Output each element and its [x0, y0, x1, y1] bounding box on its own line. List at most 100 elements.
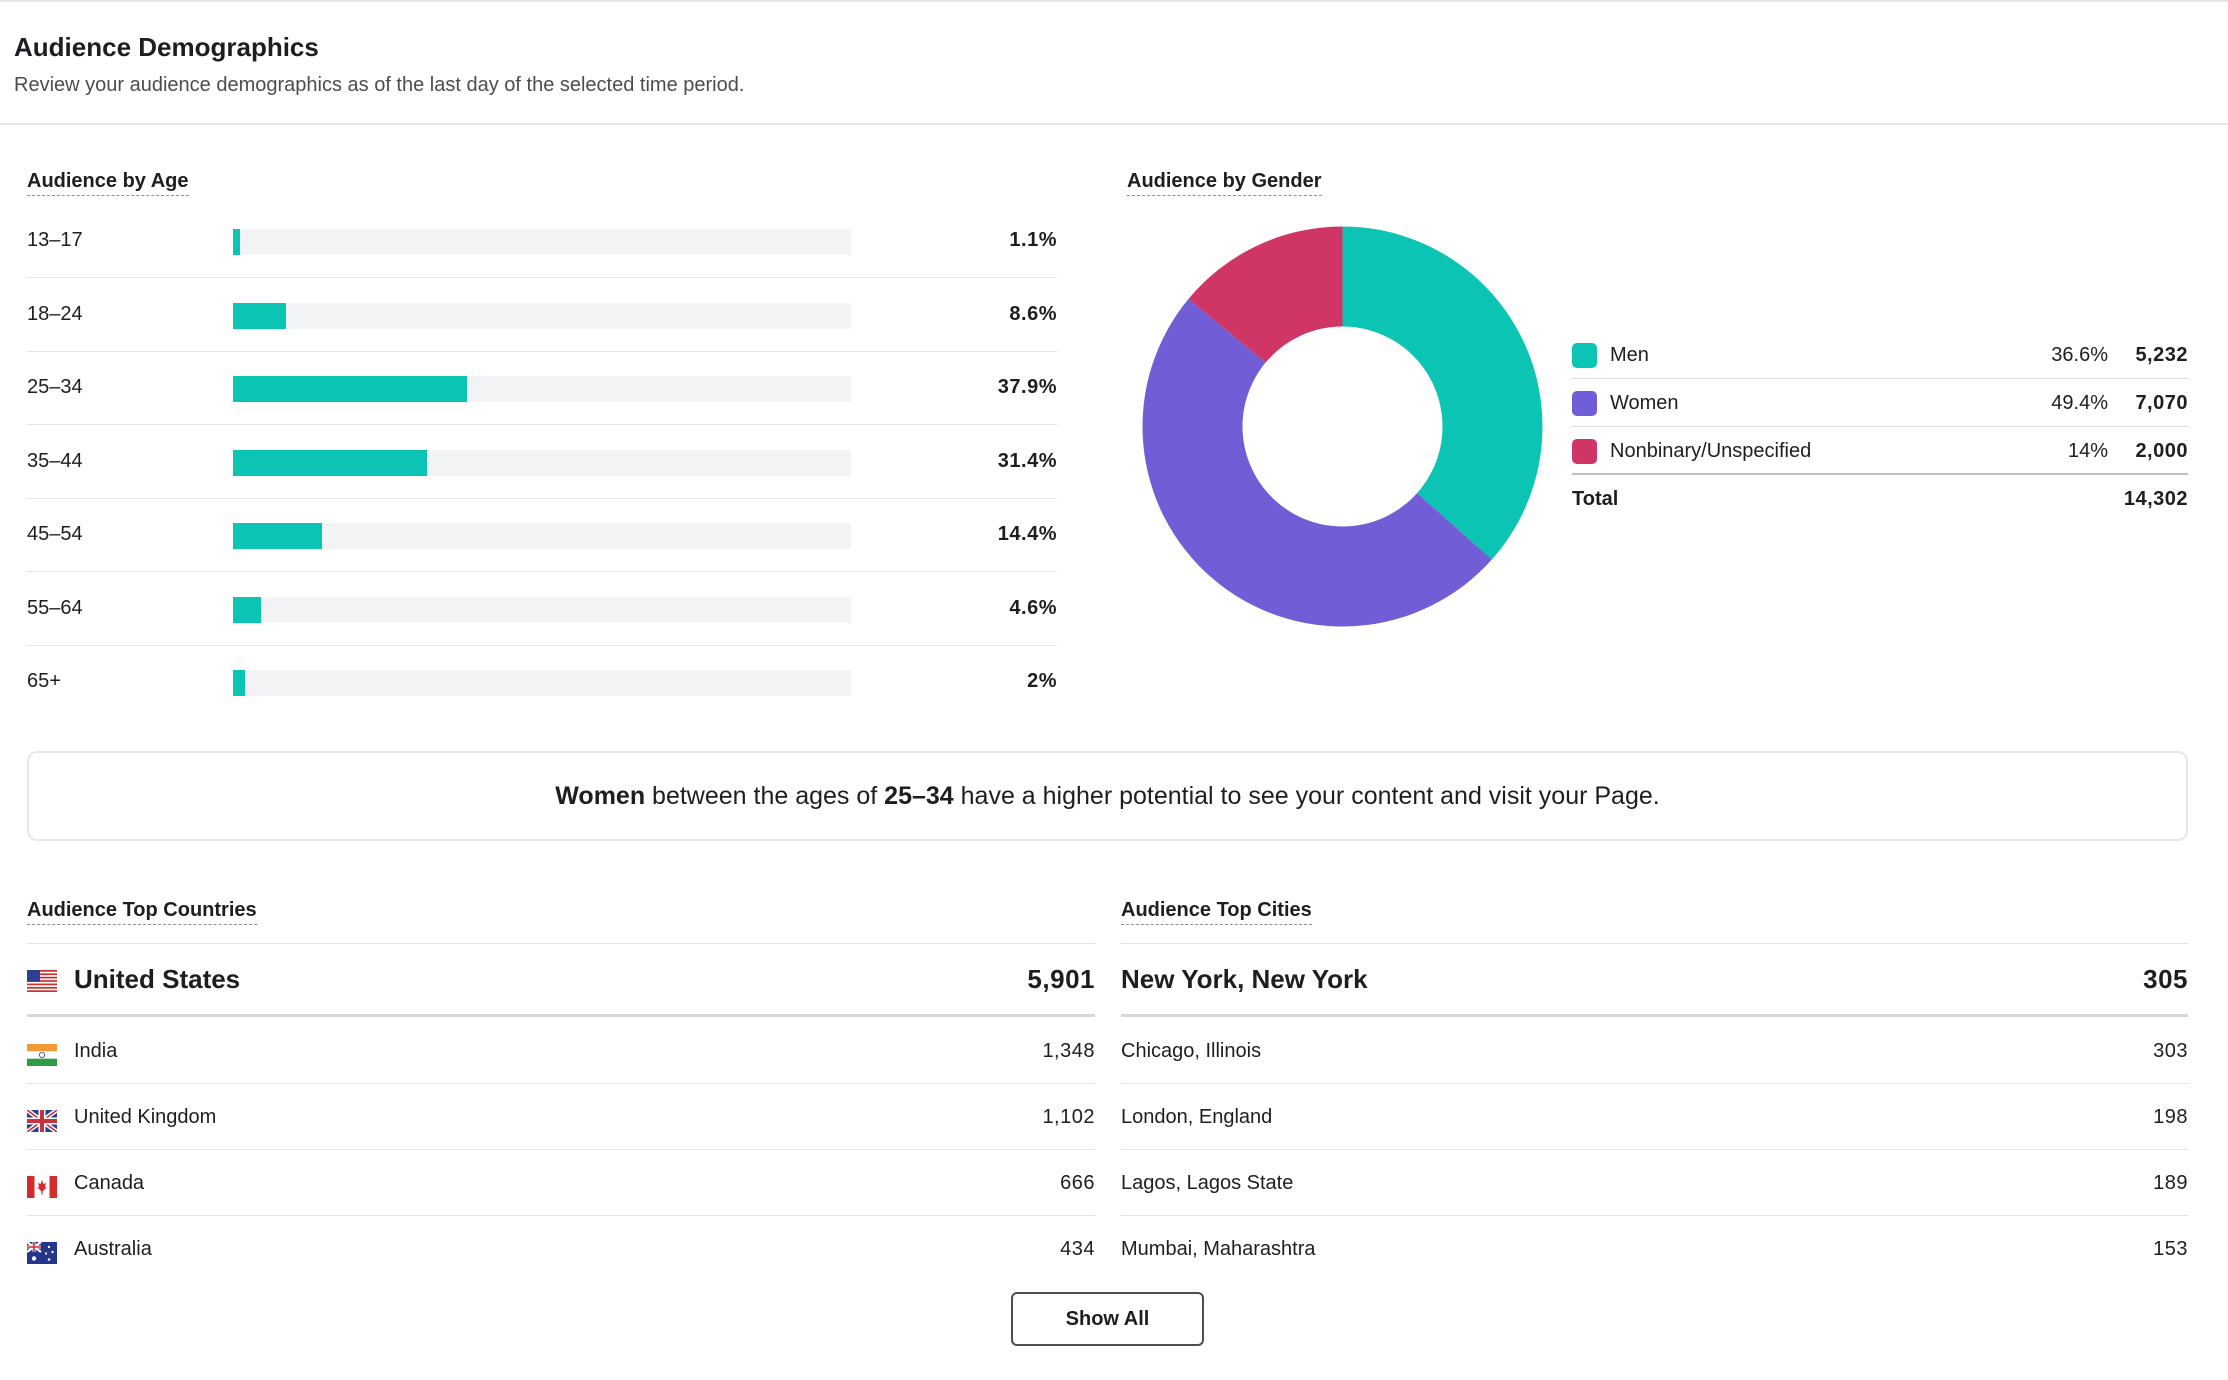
age-row: 13–17 1.1%: [27, 205, 1057, 278]
age-row: 25–34 37.9%: [27, 352, 1057, 425]
legend-swatch: [1572, 439, 1597, 464]
list-item: United Kingdom 1,102: [27, 1084, 1095, 1150]
list-item-name: Lagos, Lagos State: [1121, 1172, 1294, 1194]
legend-count: 5,232: [2135, 344, 2188, 366]
legend-percent: 14%: [2067, 440, 2108, 462]
list-item: Lagos, Lagos State 189: [1121, 1150, 2188, 1216]
list-item: India 1,348: [27, 1018, 1095, 1084]
list-item-name: Canada: [74, 1172, 145, 1194]
gender-legend-item: Men 36.6% 5,232: [1572, 331, 2188, 379]
age-row: 45–54 14.4%: [27, 499, 1057, 572]
list-item-name: Mumbai, Maharashtra: [1121, 1238, 1316, 1260]
list-item-count: 434: [1060, 1238, 1095, 1260]
donut-slice-nonbinary-unspecified: [1188, 226, 1343, 363]
age-row: 18–24 8.6%: [27, 279, 1057, 352]
age-label: 55–64: [27, 596, 83, 619]
list-item: Chicago, Illinois 303: [1121, 1018, 2188, 1084]
insight-middle: between the ages of: [645, 782, 885, 810]
age-bar-fill: [233, 670, 246, 696]
legend-count: 7,070: [2135, 392, 2188, 414]
donut-slice-men: [1342, 226, 1543, 560]
list-item-count: 305: [2143, 964, 2188, 994]
insight-gender: Women: [555, 782, 646, 810]
gender-legend-item: Nonbinary/Unspecified 14% 2,000: [1572, 427, 2188, 475]
cities-divider: [1121, 943, 2188, 944]
list-item-count: 5,901: [1027, 964, 1095, 994]
legend-label: Nonbinary/Unspecified: [1610, 440, 1812, 462]
age-value: 1.1%: [1009, 229, 1057, 251]
age-bar-fill: [233, 523, 322, 549]
legend-percent: 36.6%: [2051, 344, 2108, 366]
list-item-count: 189: [2153, 1172, 2188, 1194]
flag-gb-icon: [27, 1110, 57, 1132]
age-bar-track: [233, 302, 851, 329]
gender-total-label: Total: [1572, 488, 1619, 510]
age-row: 65+ 2%: [27, 646, 1057, 719]
list-item-count: 1,348: [1042, 1040, 1095, 1062]
list-item-name: New York, New York: [1121, 964, 1368, 994]
age-bar-fill: [233, 376, 468, 402]
list-item-name: United Kingdom: [74, 1106, 217, 1128]
list-item: Canada 666: [27, 1150, 1095, 1216]
list-item-name: Chicago, Illinois: [1121, 1040, 1262, 1062]
list-item-name: Australia: [74, 1238, 152, 1260]
list-item-name: United States: [74, 964, 241, 994]
list-item: Mumbai, Maharashtra 153: [1121, 1216, 2188, 1282]
age-bar-track: [233, 449, 851, 476]
age-value: 4.6%: [1009, 596, 1057, 619]
legend-swatch: [1572, 343, 1597, 368]
flag-in-icon: [27, 1044, 57, 1066]
page-subtitle: Review your audience demographics as of …: [14, 74, 745, 96]
insight-banner: Women between the ages of 25–34 have a h…: [27, 751, 2188, 841]
age-bar-fill: [233, 302, 287, 329]
page-title: Audience Demographics: [14, 32, 319, 62]
gender-donut-chart: [1142, 226, 1543, 627]
list-item-top: United States 5,901: [27, 944, 1095, 1017]
list-item: Australia 434: [27, 1216, 1095, 1282]
list-item-count: 153: [2153, 1238, 2188, 1260]
show-all-button[interactable]: Show All: [1011, 1292, 1204, 1346]
legend-count: 2,000: [2135, 440, 2188, 462]
age-value: 8.6%: [1009, 302, 1057, 325]
age-section-title: Audience by Age: [27, 170, 189, 196]
age-label: 25–34: [27, 376, 83, 398]
flag-au-icon: [27, 1242, 57, 1264]
list-item: London, England 198: [1121, 1084, 2188, 1150]
age-bar-track: [233, 596, 851, 623]
age-value: 2%: [1027, 670, 1057, 692]
countries-divider: [27, 943, 1095, 944]
donut-slice-women: [1142, 298, 1492, 627]
age-value: 37.9%: [997, 376, 1057, 398]
age-bar-track: [233, 523, 851, 549]
age-label: 13–17: [27, 229, 83, 251]
age-label: 35–44: [27, 449, 83, 472]
flag-ca-icon: [27, 1176, 57, 1198]
insight-rest: have a higher potential to see your cont…: [953, 782, 1660, 810]
legend-swatch: [1572, 391, 1597, 416]
list-item-name: London, England: [1121, 1106, 1273, 1128]
age-label: 18–24: [27, 302, 83, 325]
age-label: 45–54: [27, 523, 83, 545]
list-item-top: New York, New York 305: [1121, 944, 2188, 1017]
list-item-count: 666: [1060, 1172, 1095, 1194]
age-bar-track: [233, 229, 851, 255]
list-item-name: India: [74, 1040, 118, 1062]
gender-section-title: Audience by Gender: [1127, 170, 1322, 196]
list-item-count: 1,102: [1042, 1106, 1095, 1128]
age-row: 35–44 31.4%: [27, 426, 1057, 499]
legend-label: Women: [1610, 392, 1679, 414]
gender-total-value: 14,302: [2123, 488, 2188, 510]
age-bar-track: [233, 670, 851, 696]
age-value: 14.4%: [997, 523, 1057, 545]
insight-age: 25–34: [884, 782, 954, 810]
age-value: 31.4%: [997, 449, 1057, 472]
list-item-count: 198: [2153, 1106, 2188, 1128]
page-header: Audience Demographics Review your audien…: [0, 0, 2228, 125]
age-bar-fill: [233, 449, 428, 476]
list-item-count: 303: [2153, 1040, 2188, 1062]
cities-section-title: Audience Top Cities: [1121, 899, 1312, 925]
age-bar-fill: [233, 596, 262, 623]
gender-legend-item: Women 49.4% 7,070: [1572, 379, 2188, 427]
age-row: 55–64 4.6%: [27, 573, 1057, 646]
age-bar-fill: [233, 229, 240, 255]
